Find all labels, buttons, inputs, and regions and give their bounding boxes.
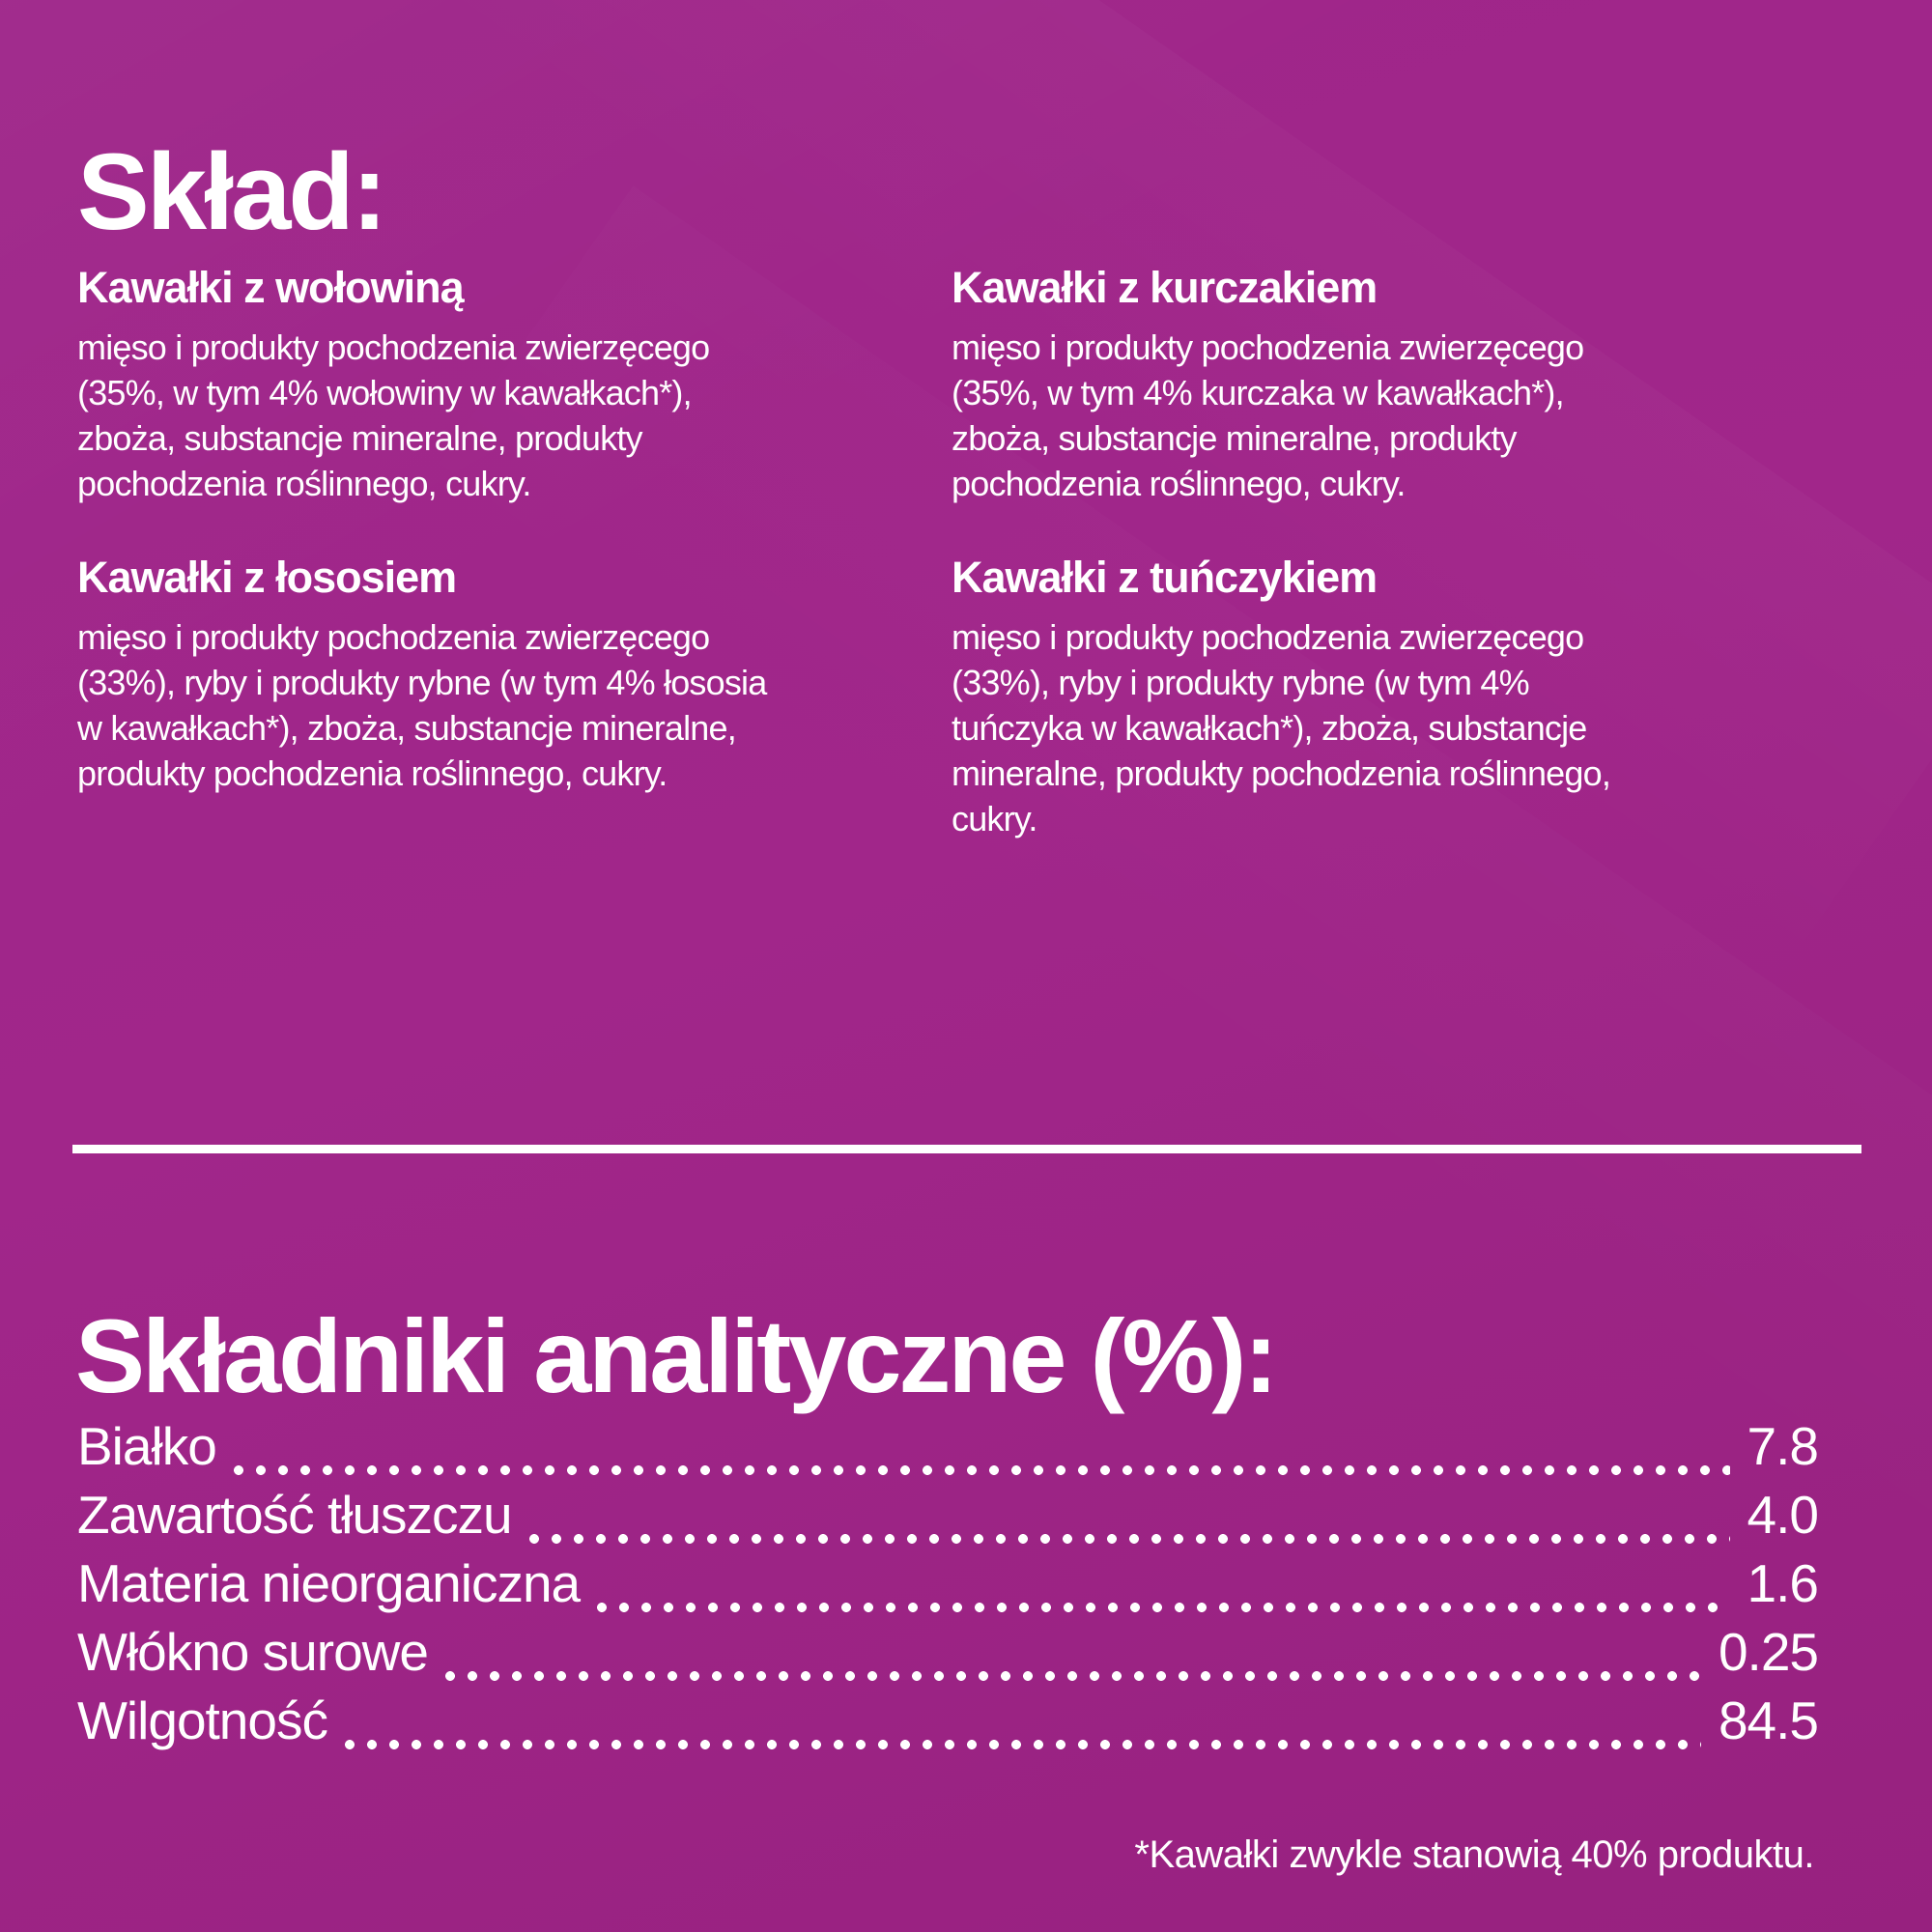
analytical-row: Materia nieorganiczna 1.6: [77, 1549, 1819, 1618]
analytical-table: Białko 7.8 Zawartość tłuszczu 4.0 Materi…: [77, 1412, 1819, 1755]
analytical-value: 4.0: [1747, 1485, 1819, 1545]
analytical-title: Składniki analityczne (%):: [75, 1296, 1278, 1414]
analytical-value: 7.8: [1747, 1416, 1819, 1476]
dotted-leader: [233, 1465, 1730, 1475]
section-body: mięso i produkty pochodzenia zwierzęcego…: [77, 327, 710, 503]
section-heading: Kawałki z tuńczykiem: [952, 553, 1378, 602]
analytical-row: Zawartość tłuszczu 4.0: [77, 1481, 1819, 1549]
divider-line: [72, 1145, 1861, 1153]
section-heading: Kawałki z kurczakiem: [952, 263, 1378, 312]
analytical-value: 0.25: [1718, 1622, 1819, 1682]
analytical-label: Zawartość tłuszczu: [77, 1485, 513, 1545]
section-body: mięso i produkty pochodzenia zwierzęcego…: [77, 617, 767, 793]
dotted-leader: [444, 1671, 1701, 1681]
dotted-leader: [344, 1740, 1701, 1749]
analytical-row: Włókno surowe 0.25: [77, 1618, 1819, 1687]
analytical-row: Białko 7.8: [77, 1412, 1819, 1481]
footnote: *Kawałki zwykle stanowią 40% produktu.: [1134, 1833, 1814, 1876]
composition-title: Skład:: [77, 131, 387, 253]
section-salmon: Kawałki z łososiem mięso i produkty poch…: [77, 553, 778, 841]
section-chicken: Kawałki z kurczakiem mięso i produkty po…: [952, 263, 1652, 506]
analytical-label: Materia nieorganiczna: [77, 1553, 581, 1613]
ingredient-sections: Kawałki z wołowiną mięso i produkty poch…: [77, 263, 1855, 841]
analytical-label: Białko: [77, 1416, 217, 1476]
section-tuna: Kawałki z tuńczykiem mięso i produkty po…: [952, 553, 1652, 841]
section-beef: Kawałki z wołowiną mięso i produkty poch…: [77, 263, 778, 506]
dotted-leader: [528, 1534, 1730, 1544]
section-heading: Kawałki z wołowiną: [77, 263, 465, 312]
analytical-value: 1.6: [1747, 1553, 1819, 1613]
analytical-label: Wilgotność: [77, 1690, 328, 1750]
section-body: mięso i produkty pochodzenia zwierzęcego…: [952, 617, 1611, 838]
dotted-leader: [597, 1603, 1730, 1612]
analytical-row: Wilgotność 84.5: [77, 1687, 1819, 1755]
analytical-label: Włókno surowe: [77, 1622, 429, 1682]
analytical-value: 84.5: [1718, 1690, 1819, 1750]
section-body: mięso i produkty pochodzenia zwierzęcego…: [952, 327, 1584, 503]
section-heading: Kawałki z łososiem: [77, 553, 457, 602]
